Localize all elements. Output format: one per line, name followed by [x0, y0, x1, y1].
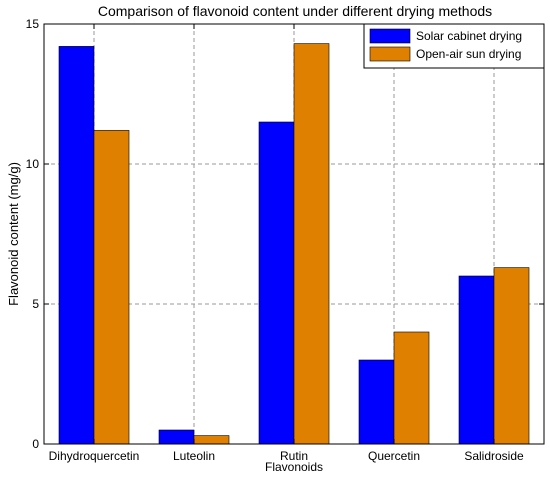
x-tick-label: Rutin [280, 449, 308, 463]
legend-swatch [369, 28, 411, 44]
axis-ticks: 0 5 10 15 Dihydroquercetin Luteolin Rutin Querc… [26, 17, 544, 463]
bar-solar-luteolin [158, 429, 195, 445]
chart-title: Comparison of flavonoid content under di… [98, 3, 492, 19]
y-tick-label: 5 [32, 297, 39, 311]
bar-open-air-quercetin [393, 331, 430, 445]
bar-solar-quercetin [358, 359, 395, 445]
x-tick-label: Luteolin [173, 449, 215, 463]
bar-solar-salidroside [458, 275, 495, 445]
bar-open-air-salidroside [493, 267, 530, 445]
legend-swatch [369, 46, 411, 62]
bar-open-air-luteolin [193, 435, 230, 445]
x-tick-label: Salidroside [464, 449, 524, 463]
legend: Solar cabinet drying Open-air sun drying [363, 23, 545, 69]
bars [58, 43, 530, 445]
y-tick-label: 0 [32, 437, 39, 451]
bar-open-air-rutin [293, 43, 330, 445]
x-axis-label: Flavonoids [265, 460, 323, 474]
y-tick-label: 15 [26, 17, 40, 31]
bar-solar-dihydroquercetin [58, 46, 95, 445]
legend-label: Solar cabinet drying [416, 29, 522, 43]
legend-label: Open-air sun drying [416, 47, 521, 61]
x-tick-label: Quercetin [368, 449, 420, 463]
x-tick-label: Dihydroquercetin [49, 449, 140, 463]
y-tick-label: 10 [26, 157, 40, 171]
bar-open-air-dihydroquercetin [93, 130, 130, 445]
y-axis-label: Flavonoid content (mg/g) [6, 162, 21, 306]
bar-solar-rutin [258, 121, 295, 445]
